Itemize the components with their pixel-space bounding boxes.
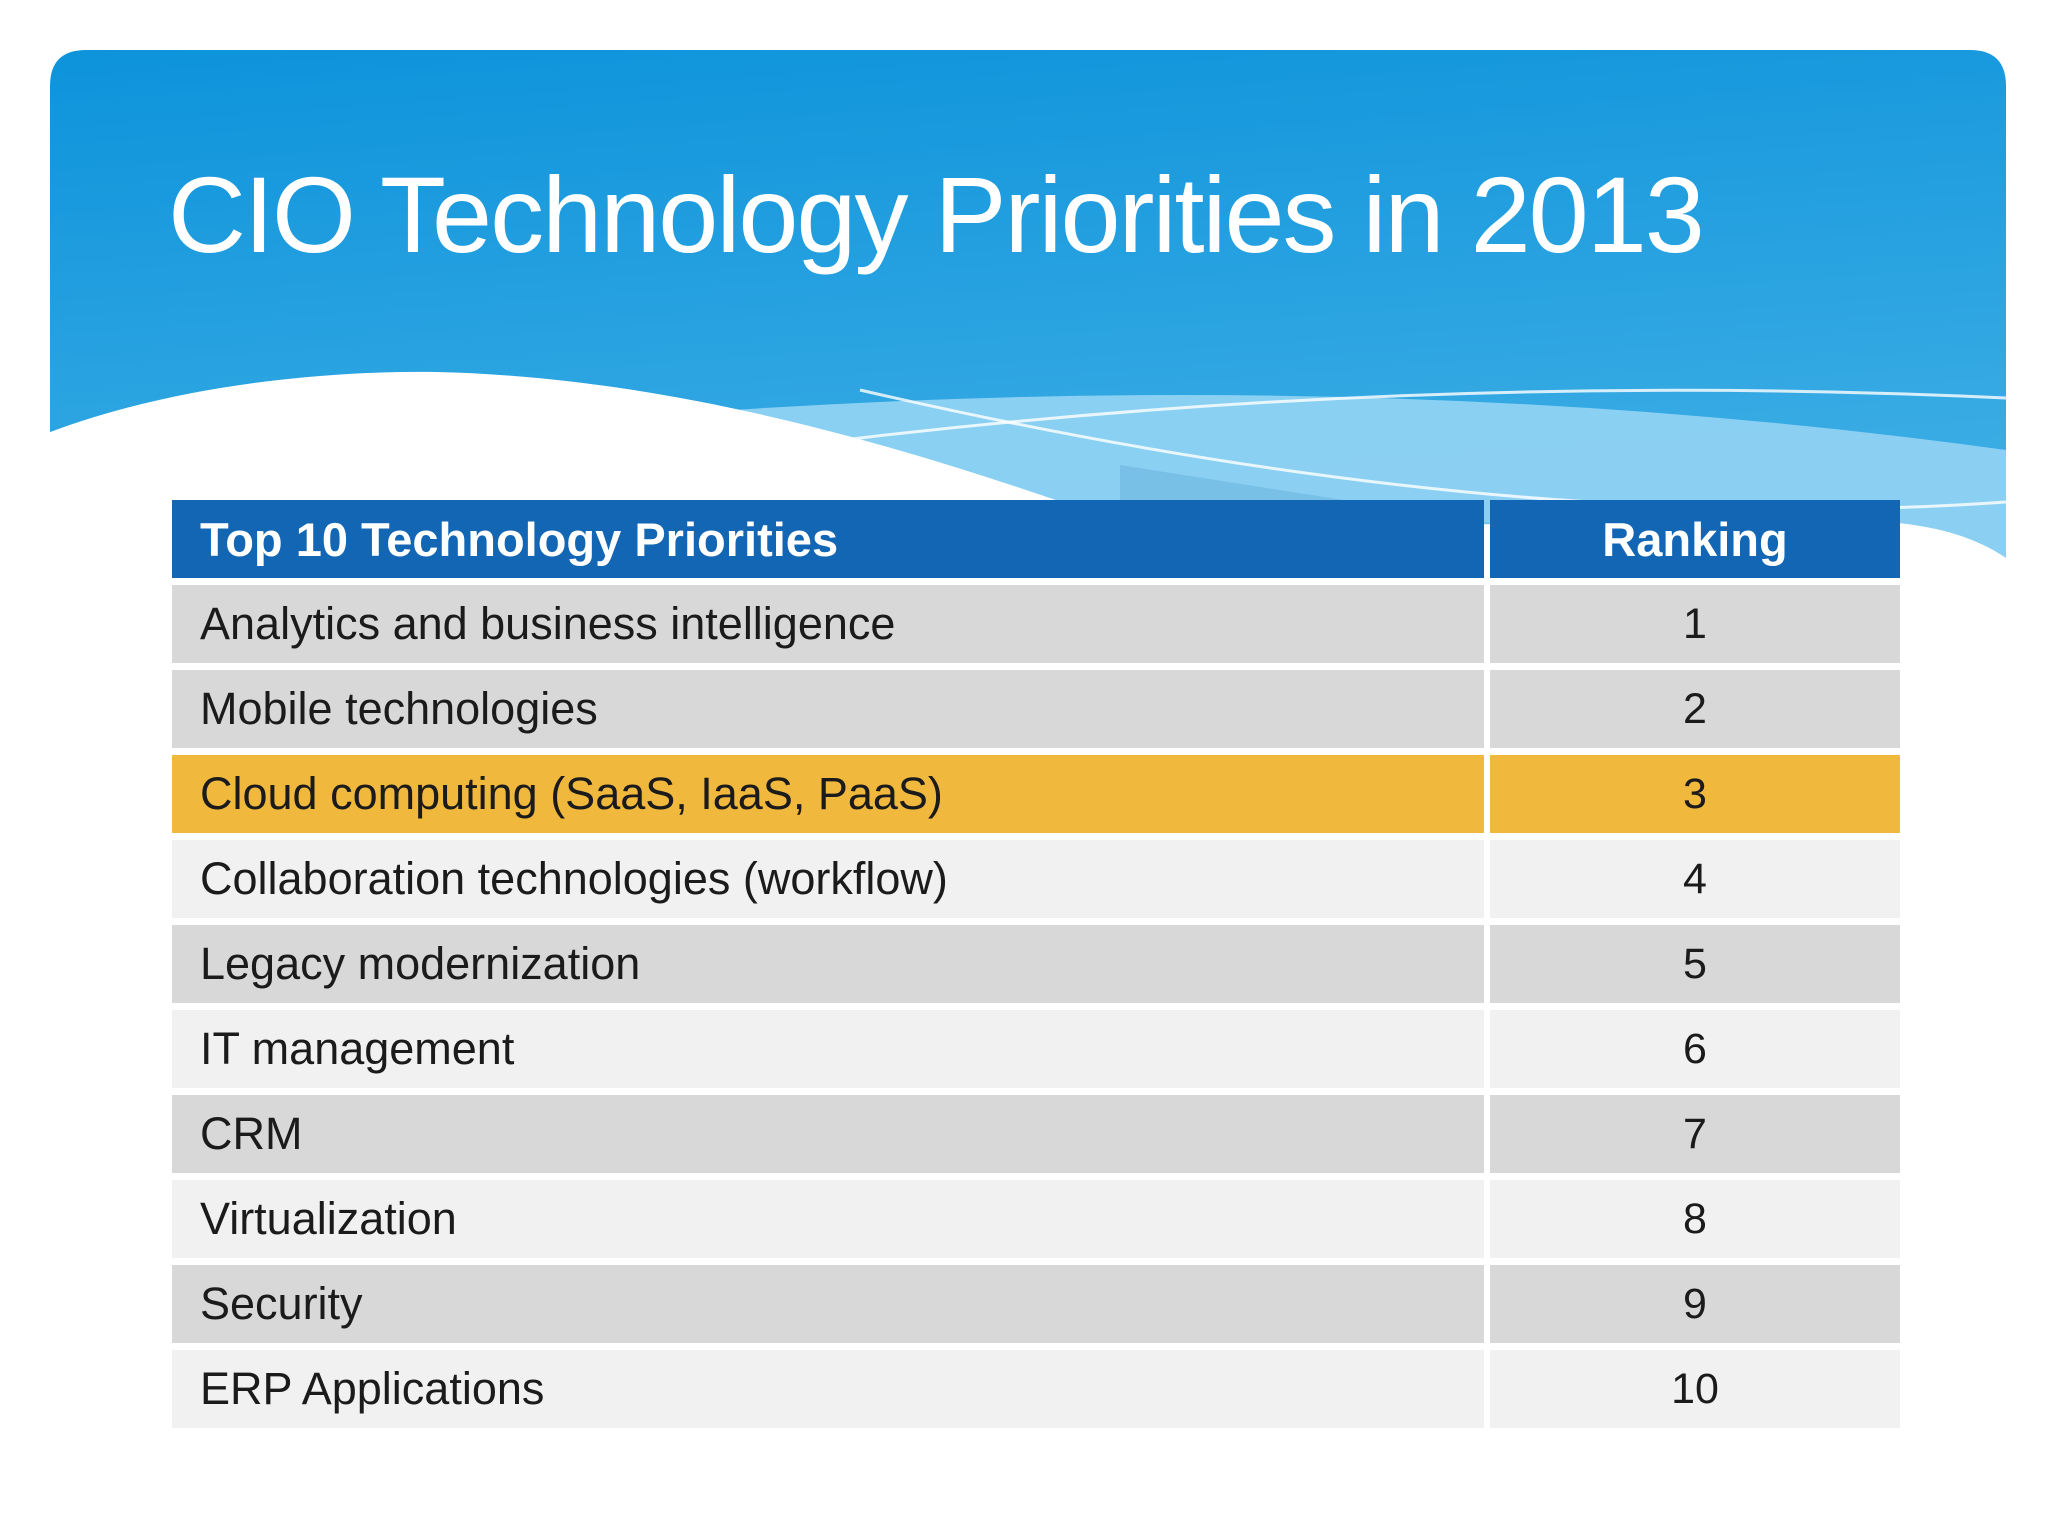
slide-title: CIO Technology Priorities in 2013 xyxy=(168,154,1705,275)
priority-cell: Legacy modernization xyxy=(172,925,1484,1003)
table-row: CRM 7 xyxy=(172,1095,1900,1173)
rank-cell: 4 xyxy=(1490,840,1900,918)
priority-cell: Security xyxy=(172,1265,1484,1343)
rank-cell: 10 xyxy=(1490,1350,1900,1428)
table-row: Mobile technologies 2 xyxy=(172,670,1900,748)
rank-cell: 6 xyxy=(1490,1010,1900,1088)
table-row: ERP Applications 10 xyxy=(172,1350,1900,1428)
column-header-ranking: Ranking xyxy=(1490,500,1900,578)
priority-cell: CRM xyxy=(172,1095,1484,1173)
priority-cell: IT management xyxy=(172,1010,1484,1088)
rank-cell: 7 xyxy=(1490,1095,1900,1173)
rank-cell: 9 xyxy=(1490,1265,1900,1343)
priorities-table: Top 10 Technology Priorities Ranking Ana… xyxy=(166,493,1906,1435)
table-row: Security 9 xyxy=(172,1265,1900,1343)
priority-cell: Cloud computing (SaaS, IaaS, PaaS) xyxy=(172,755,1484,833)
priority-cell: Analytics and business intelligence xyxy=(172,585,1484,663)
priority-cell: Mobile technologies xyxy=(172,670,1484,748)
table-row: Legacy modernization 5 xyxy=(172,925,1900,1003)
table-row: Collaboration technologies (workflow) 4 xyxy=(172,840,1900,918)
priority-cell: ERP Applications xyxy=(172,1350,1484,1428)
rank-cell: 8 xyxy=(1490,1180,1900,1258)
priority-cell: Collaboration technologies (workflow) xyxy=(172,840,1484,918)
rank-cell: 1 xyxy=(1490,585,1900,663)
table-row: IT management 6 xyxy=(172,1010,1900,1088)
column-header-priorities: Top 10 Technology Priorities xyxy=(172,500,1484,578)
table-row-highlighted: Cloud computing (SaaS, IaaS, PaaS) 3 xyxy=(172,755,1900,833)
priority-cell: Virtualization xyxy=(172,1180,1484,1258)
rank-cell: 2 xyxy=(1490,670,1900,748)
rank-cell: 5 xyxy=(1490,925,1900,1003)
table-row: Analytics and business intelligence 1 xyxy=(172,585,1900,663)
rank-cell: 3 xyxy=(1490,755,1900,833)
table-header-row: Top 10 Technology Priorities Ranking xyxy=(172,500,1900,578)
table-row: Virtualization 8 xyxy=(172,1180,1900,1258)
